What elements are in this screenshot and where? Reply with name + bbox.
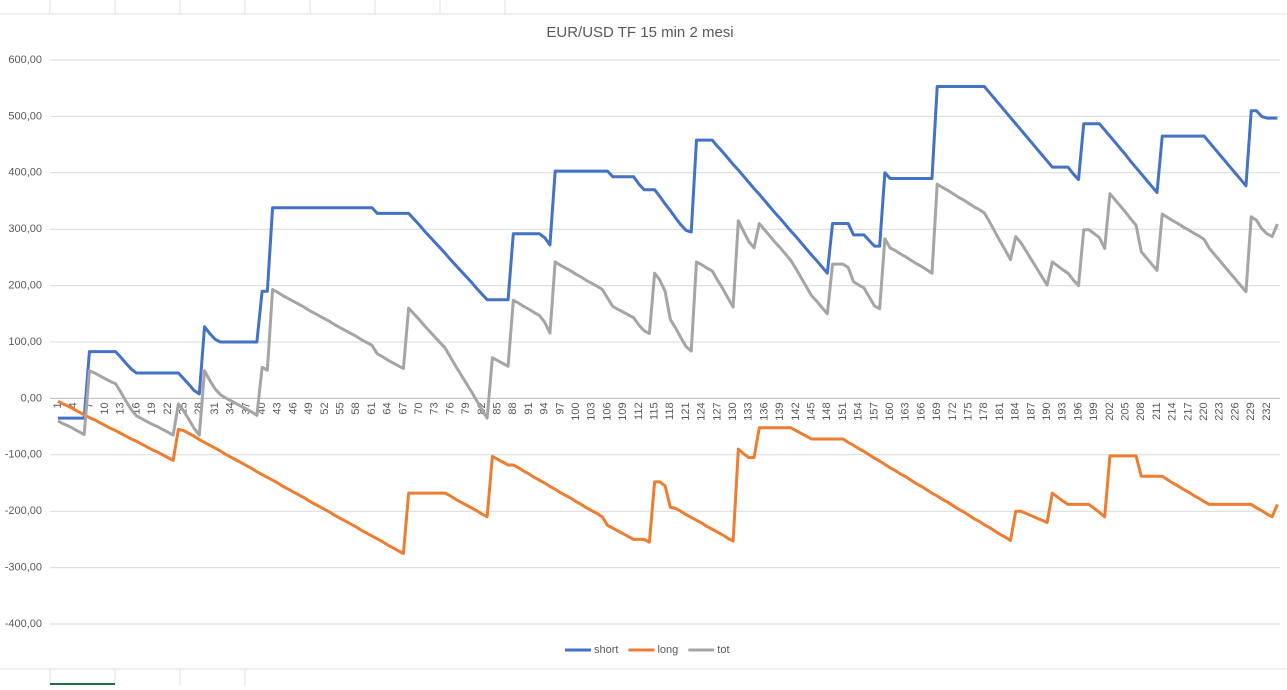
x-tick-label: 166 bbox=[915, 402, 927, 420]
x-tick-label: 184 bbox=[1010, 402, 1022, 420]
y-tick-label: -100,00 bbox=[5, 449, 42, 461]
x-tick-label: 208 bbox=[1135, 402, 1147, 420]
legend-label: long bbox=[657, 644, 678, 656]
x-tick-label: 34 bbox=[225, 402, 237, 414]
x-tick-label: 154 bbox=[853, 402, 865, 420]
x-tick-label: 67 bbox=[397, 402, 409, 414]
x-tick-label: 106 bbox=[601, 402, 613, 420]
x-tick-label: 169 bbox=[931, 402, 943, 420]
x-tick-label: 79 bbox=[460, 402, 472, 414]
y-tick-label: 300,00 bbox=[8, 223, 42, 235]
x-tick-label: 217 bbox=[1182, 402, 1194, 420]
x-tick-label: 151 bbox=[837, 402, 849, 420]
legend-label: short bbox=[594, 644, 618, 656]
x-tick-label: 127 bbox=[711, 402, 723, 420]
x-tick-label: 160 bbox=[884, 402, 896, 420]
x-tick-label: 205 bbox=[1120, 402, 1132, 420]
x-tick-label: 49 bbox=[303, 402, 315, 414]
x-tick-label: 76 bbox=[444, 402, 456, 414]
x-tick-label: 199 bbox=[1088, 402, 1100, 420]
x-tick-label: 7 bbox=[83, 402, 95, 408]
x-tick-label: 187 bbox=[1025, 402, 1037, 420]
x-tick-label: 130 bbox=[727, 402, 739, 420]
x-tick-label: 121 bbox=[680, 402, 692, 420]
y-tick-label: 500,00 bbox=[8, 110, 42, 122]
x-tick-label: 133 bbox=[743, 402, 755, 420]
x-tick-label: 142 bbox=[790, 402, 802, 420]
x-tick-label: 70 bbox=[413, 402, 425, 414]
x-tick-label: 103 bbox=[586, 402, 598, 420]
x-tick-label: 13 bbox=[115, 402, 127, 414]
y-tick-label: 600,00 bbox=[8, 54, 42, 66]
x-tick-label: 100 bbox=[570, 402, 582, 420]
x-tick-label: 85 bbox=[492, 402, 504, 414]
x-tick-label: 22 bbox=[162, 402, 174, 414]
x-tick-label: 94 bbox=[539, 402, 551, 414]
x-tick-label: 181 bbox=[994, 402, 1006, 420]
x-tick-label: 88 bbox=[507, 402, 519, 414]
y-tick-label: 200,00 bbox=[8, 280, 42, 292]
x-tick-label: 202 bbox=[1104, 402, 1116, 420]
x-tick-label: 55 bbox=[335, 402, 347, 414]
x-tick-label: 148 bbox=[821, 402, 833, 420]
x-tick-label: 112 bbox=[633, 402, 645, 420]
x-tick-label: 31 bbox=[209, 402, 221, 414]
x-tick-label: 43 bbox=[272, 402, 284, 414]
x-tick-label: 196 bbox=[1072, 402, 1084, 420]
x-tick-label: 172 bbox=[947, 402, 959, 420]
x-tick-label: 226 bbox=[1229, 402, 1241, 420]
x-tick-label: 64 bbox=[382, 402, 394, 414]
x-tick-label: 223 bbox=[1214, 402, 1226, 420]
x-tick-label: 145 bbox=[806, 402, 818, 420]
x-tick-label: 52 bbox=[319, 402, 331, 414]
x-tick-label: 157 bbox=[868, 402, 880, 420]
x-tick-label: 193 bbox=[1057, 402, 1069, 420]
x-tick-label: 214 bbox=[1167, 402, 1179, 420]
x-tick-label: 220 bbox=[1198, 402, 1210, 420]
chart-title: EUR/USD TF 15 min 2 mesi bbox=[546, 24, 733, 41]
legend-label: tot bbox=[717, 644, 729, 656]
x-tick-label: 46 bbox=[287, 402, 299, 414]
y-tick-label: 100,00 bbox=[8, 336, 42, 348]
x-tick-label: 139 bbox=[774, 402, 786, 420]
line-series bbox=[57, 182, 1279, 437]
x-tick-label: 19 bbox=[146, 402, 158, 414]
x-tick-label: 124 bbox=[696, 402, 708, 420]
line-series bbox=[58, 85, 1278, 420]
x-tick-label: 109 bbox=[617, 402, 629, 420]
x-tick-label: 97 bbox=[554, 402, 566, 414]
x-tick-label: 163 bbox=[900, 402, 912, 420]
x-tick-label: 232 bbox=[1261, 402, 1273, 420]
x-tick-label: 115 bbox=[649, 402, 661, 420]
x-tick-label: 28 bbox=[193, 402, 205, 414]
x-tick-label: 178 bbox=[978, 402, 990, 420]
x-tick-label: 10 bbox=[99, 402, 111, 414]
x-tick-label: 4 bbox=[68, 402, 80, 408]
y-tick-label: -200,00 bbox=[5, 505, 42, 517]
x-tick-label: 175 bbox=[963, 402, 975, 420]
x-tick-label: 211 bbox=[1151, 402, 1163, 420]
y-tick-label: 0,00 bbox=[21, 392, 42, 404]
x-tick-label: 1 bbox=[52, 402, 64, 408]
x-tick-label: 73 bbox=[429, 402, 441, 414]
x-tick-label: 61 bbox=[366, 402, 378, 414]
x-tick-label: 91 bbox=[523, 402, 535, 414]
x-tick-label: 136 bbox=[758, 402, 770, 420]
y-tick-label: -400,00 bbox=[5, 618, 42, 630]
line-series bbox=[57, 399, 1279, 555]
y-tick-label: 400,00 bbox=[8, 167, 42, 179]
x-tick-label: 229 bbox=[1245, 402, 1257, 420]
x-tick-label: 190 bbox=[1041, 402, 1053, 420]
x-tick-label: 58 bbox=[350, 402, 362, 414]
x-tick-label: 118 bbox=[664, 402, 676, 420]
y-tick-label: -300,00 bbox=[5, 562, 42, 574]
